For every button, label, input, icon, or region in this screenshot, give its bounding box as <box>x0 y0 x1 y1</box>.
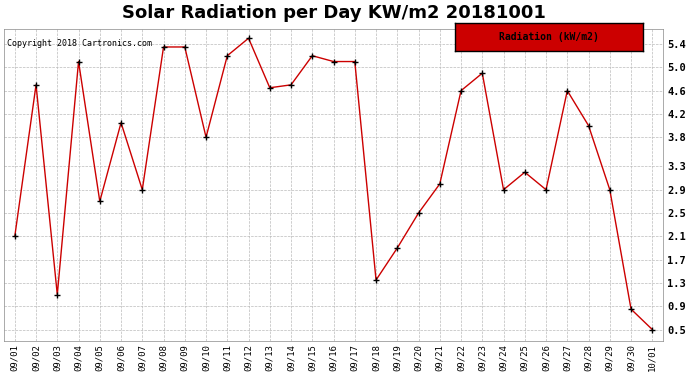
Text: Copyright 2018 Cartronics.com: Copyright 2018 Cartronics.com <box>8 39 152 48</box>
Title: Solar Radiation per Day KW/m2 20181001: Solar Radiation per Day KW/m2 20181001 <box>121 4 546 22</box>
